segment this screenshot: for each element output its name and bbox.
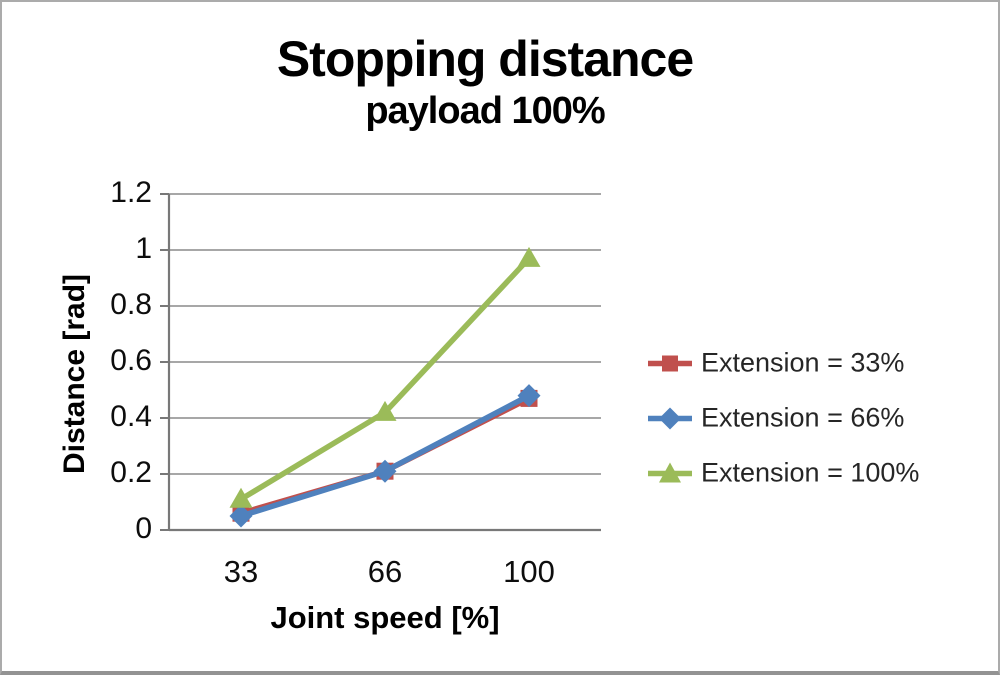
data-point-extension-66 bbox=[517, 384, 541, 408]
triangle-marker-icon bbox=[648, 462, 692, 482]
legend-marker-shape bbox=[659, 407, 681, 429]
legend: Extension = 33% Extension = 66% Extension … bbox=[648, 2, 998, 671]
x-tick-label: 66 bbox=[367, 554, 403, 589]
x-axis-title: Joint speed [%] bbox=[270, 600, 500, 635]
legend-label: Extension = 100% bbox=[701, 457, 920, 488]
diamond-marker-icon bbox=[648, 407, 692, 429]
legend-item-extension-66: Extension = 66% bbox=[648, 403, 904, 434]
chart-title: Stopping distance bbox=[276, 31, 694, 87]
y-tick-label: 1.2 bbox=[110, 176, 152, 209]
legend-label: Extension = 33% bbox=[701, 347, 905, 378]
legend-item-extension-100: Extension = 100% bbox=[648, 458, 919, 489]
x-tick-label: 100 bbox=[503, 554, 555, 589]
x-tick-label: 33 bbox=[223, 554, 259, 589]
legend-marker-shape bbox=[662, 355, 678, 371]
y-tick-label: 1 bbox=[135, 232, 152, 265]
legend-label: Extension = 66% bbox=[701, 402, 905, 433]
data-point-extension-66 bbox=[373, 459, 397, 483]
legend-item-extension-33: Extension = 33% bbox=[648, 348, 904, 379]
square-marker-icon bbox=[648, 355, 692, 371]
y-tick-label: 0.2 bbox=[110, 456, 152, 489]
data-point-extension-100 bbox=[373, 400, 397, 421]
legend-marker-shape bbox=[659, 462, 681, 482]
data-point-extension-100 bbox=[517, 246, 541, 267]
y-tick-label: 0 bbox=[135, 512, 152, 545]
data-point-extension-100 bbox=[229, 487, 253, 508]
y-tick-label: 0.6 bbox=[110, 344, 152, 377]
series-extension-66 bbox=[229, 384, 541, 528]
chart-subtitle: payload 100% bbox=[365, 90, 605, 132]
y-tick-label: 0.8 bbox=[110, 288, 152, 321]
y-tick-label: 0.4 bbox=[110, 400, 152, 433]
series-extension-100 bbox=[229, 246, 541, 508]
data-point-extension-66 bbox=[229, 504, 253, 528]
